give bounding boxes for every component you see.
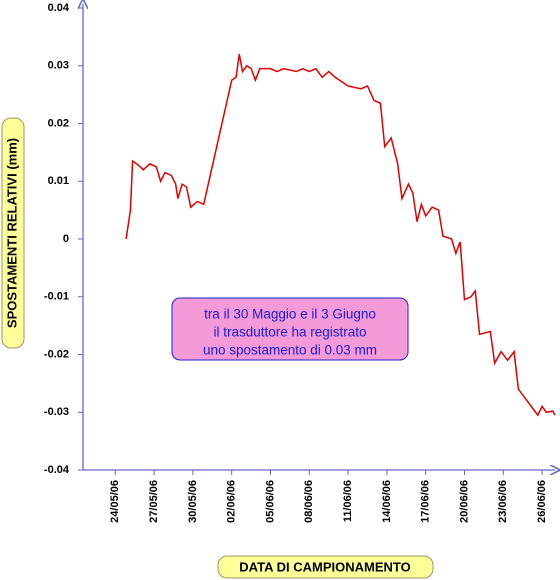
x-tick-label: 23/06/06 xyxy=(497,480,509,523)
y-tick-label: 0.02 xyxy=(48,117,69,129)
x-tick-label: 20/06/06 xyxy=(458,480,470,523)
x-tick-label: 05/06/06 xyxy=(264,480,276,523)
x-label-box xyxy=(217,555,434,579)
y-tick-label: 0 xyxy=(63,233,69,245)
annotation: tra il 30 Maggio e il 3 Giugno xyxy=(204,307,376,322)
y-tick-label: 0.03 xyxy=(48,60,69,72)
x-tick-label: 24/05/06 xyxy=(109,480,121,523)
x-tick-label: 17/06/06 xyxy=(420,480,432,523)
y-axis-label: SPOSTAMENTI RELATIVI (mm) xyxy=(4,138,19,328)
x-tick-label: 08/06/06 xyxy=(303,480,315,523)
y-tick-label: 0.04 xyxy=(48,2,70,14)
y-tick-label: 0.01 xyxy=(48,175,69,187)
y-label-box xyxy=(1,117,25,349)
y-tick-label: -0.01 xyxy=(44,291,69,303)
y-tick-label: -0.04 xyxy=(44,464,70,476)
y-tick-label: -0.03 xyxy=(44,406,69,418)
x-tick-label: 26/06/06 xyxy=(536,480,548,523)
annotation-box xyxy=(171,297,409,361)
x-tick-label: 11/06/06 xyxy=(342,480,354,522)
x-tick-label: 27/05/06 xyxy=(148,480,160,523)
y-tick-label: -0.02 xyxy=(44,348,69,360)
data-line xyxy=(125,54,556,417)
x-tick-label: 02/06/06 xyxy=(226,480,238,523)
x-axis-label: DATA DI CAMPIONAMENTO xyxy=(239,559,410,574)
annotation: uno spostamento di 0.03 mm xyxy=(203,343,377,358)
annotation: il trasduttore ha registrato xyxy=(213,325,366,340)
x-tick-label: 30/05/06 xyxy=(187,480,199,523)
x-tick-label: 14/06/06 xyxy=(381,480,393,523)
